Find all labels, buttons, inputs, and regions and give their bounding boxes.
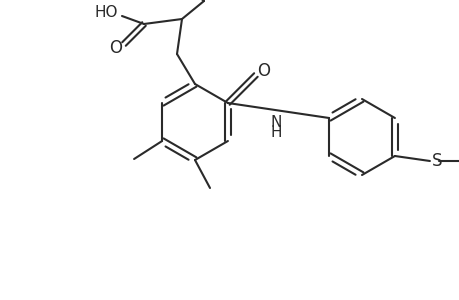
Text: H: H <box>270 125 282 140</box>
Text: N: N <box>270 115 281 130</box>
Text: HO: HO <box>94 4 118 20</box>
Text: O: O <box>257 62 270 80</box>
Text: S: S <box>431 152 441 170</box>
Text: O: O <box>109 39 122 57</box>
